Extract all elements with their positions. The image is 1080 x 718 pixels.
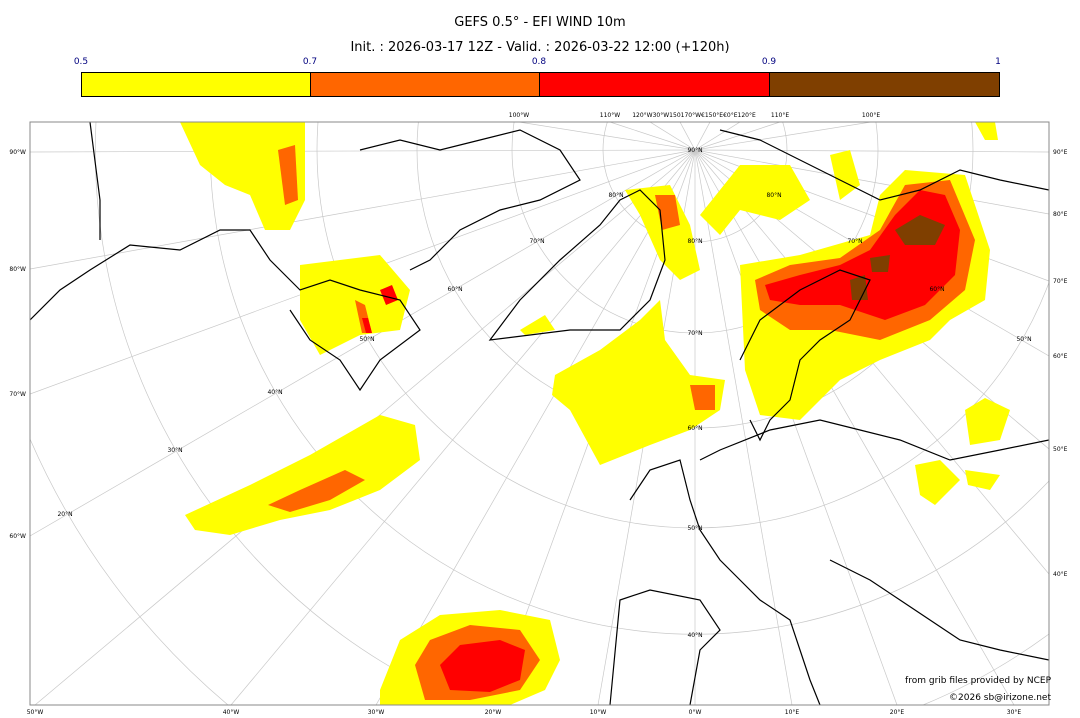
lon-label: 50°E bbox=[1053, 446, 1068, 453]
lat-label: 90°N bbox=[687, 147, 702, 154]
lon-label: 10°E bbox=[785, 709, 800, 716]
colorbar-bin-brown bbox=[769, 72, 1000, 97]
right-axis-labels: 90°E 80°E 70°E 60°E 50°E 40°E bbox=[1053, 149, 1068, 578]
lon-label: 80°E bbox=[1053, 211, 1068, 218]
latitude-labels: 90°N 80°N 70°N 60°N 50°N 40°N 30°N 20°N … bbox=[57, 147, 1031, 639]
lat-label: 70°N bbox=[687, 330, 702, 337]
lon-label: 0°W bbox=[689, 709, 702, 716]
lat-label: 60°N bbox=[447, 286, 462, 293]
lat-label: 50°N bbox=[687, 525, 702, 532]
lon-label: 70°W bbox=[9, 391, 26, 398]
copyright-credit: ©2026 sb@irizone.net bbox=[949, 693, 1051, 703]
lat-label: 60°N bbox=[929, 286, 944, 293]
lon-label: 60°E bbox=[1053, 353, 1068, 360]
colorbar-bin-red bbox=[539, 72, 770, 97]
bottom-axis-labels: 50°W 40°W 30°W 20°W 10°W 0°W 10°E 20°E 3… bbox=[27, 709, 1022, 716]
map-frame bbox=[29, 121, 1050, 706]
lat-label: 30°N bbox=[167, 447, 182, 454]
lon-label: 100°E bbox=[862, 112, 880, 119]
map-subtitle: Init. : 2026-03-17 12Z - Valid. : 2026-0… bbox=[350, 40, 730, 55]
lon-label: 60°W bbox=[9, 533, 26, 540]
lon-label: 120°W30°W150170°W€150°E€0°E120°E bbox=[632, 112, 756, 119]
coastlines bbox=[30, 122, 1049, 705]
left-axis-labels: 90°W 80°W 70°W 60°W bbox=[9, 149, 26, 540]
lat-label: 40°N bbox=[687, 632, 702, 639]
lon-label: 80°W bbox=[9, 266, 26, 273]
colorbar-bin-orange bbox=[310, 72, 540, 97]
lat-label: 70°N bbox=[847, 238, 862, 245]
lon-label: 50°W bbox=[27, 709, 44, 716]
lon-label: 40°E bbox=[1053, 571, 1068, 578]
lon-label: 30°E bbox=[1007, 709, 1022, 716]
lat-label: 50°N bbox=[359, 336, 374, 343]
lon-label: 90°E bbox=[1053, 149, 1068, 156]
lon-label: 110°W bbox=[600, 112, 620, 119]
lon-label: 10°W bbox=[590, 709, 607, 716]
lon-label: 70°E bbox=[1053, 278, 1068, 285]
lon-label: 20°E bbox=[890, 709, 905, 716]
lon-label: 30°W bbox=[368, 709, 385, 716]
map-title: GEFS 0.5° - EFI WIND 10m bbox=[454, 15, 626, 30]
lat-label: 80°N bbox=[687, 238, 702, 245]
lon-label: 100°W bbox=[509, 112, 529, 119]
lat-label: 80°N bbox=[608, 192, 623, 199]
lon-label: 40°W bbox=[223, 709, 240, 716]
lat-label: 40°N bbox=[267, 389, 282, 396]
colorbar-tick: 0.5 bbox=[73, 57, 89, 67]
lat-label: 70°N bbox=[529, 238, 544, 245]
colorbar-tick: 0.9 bbox=[761, 57, 777, 67]
colorbar-tick: 1 bbox=[995, 57, 1001, 67]
top-axis-labels: 100°W 110°W 120°W30°W150170°W€150°E€0°E1… bbox=[509, 112, 881, 119]
efi-brown-areas bbox=[850, 215, 945, 300]
lon-label: 110°E bbox=[771, 112, 789, 119]
lat-label: 60°N bbox=[687, 425, 702, 432]
lat-label: 50°N bbox=[1016, 336, 1031, 343]
colorbar-tick: 0.7 bbox=[302, 57, 318, 67]
lat-label: 80°N bbox=[766, 192, 781, 199]
data-source-credit: from grib files provided by NCEP bbox=[905, 676, 1051, 686]
lon-label: 90°W bbox=[9, 149, 26, 156]
colorbar-tick: 0.8 bbox=[531, 57, 547, 67]
lon-label: 20°W bbox=[485, 709, 502, 716]
graticule bbox=[30, 122, 1049, 705]
lat-label: 20°N bbox=[57, 511, 72, 518]
colorbar-bin-yellow bbox=[81, 72, 311, 97]
